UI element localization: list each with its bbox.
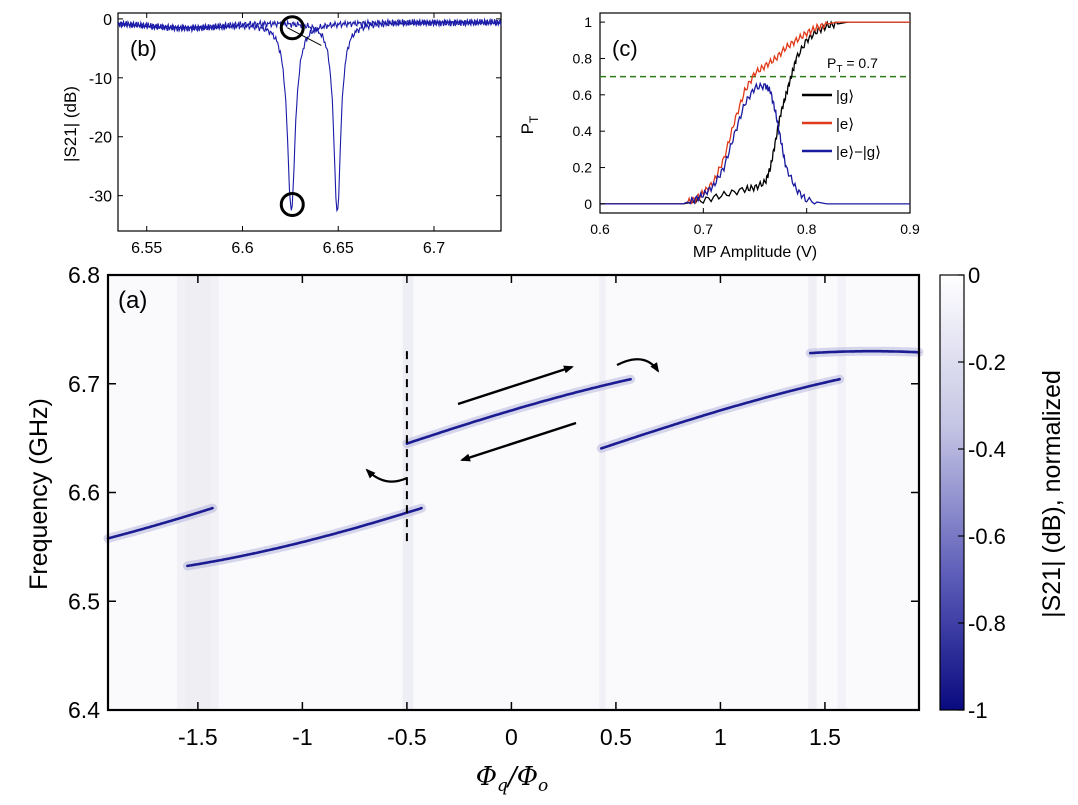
svg-text:PT: PT: [518, 115, 541, 134]
panel-c-ytick-label: 0: [584, 196, 592, 212]
panel-b-xtick-label: 6.6: [231, 240, 253, 257]
panel-c-xtick-label: 0.8: [797, 221, 817, 237]
panel-b-xtick-label: 6.7: [423, 240, 445, 257]
heatmap-band: [402, 275, 414, 710]
panel-c-ytick-label: 0.6: [573, 87, 593, 103]
panel-b-trace-dip-2: [117, 17, 502, 213]
panel-a-xtick-label: 0.5: [600, 724, 632, 750]
panel-b-ytick-label: -30: [89, 189, 112, 206]
panel-c-legend: |g⟩ |e⟩ |e⟩−|g⟩: [802, 88, 881, 161]
panel-c-ytick-label: 1: [584, 14, 592, 30]
panel-a-bands: [176, 275, 846, 710]
colorbar: [939, 274, 965, 711]
panel-c-ylabel-main: P: [518, 123, 537, 134]
colorbar-tick-label: -1: [968, 698, 988, 723]
panel-a-ytick-label: 6.5: [68, 588, 100, 614]
curved-arrow-left: [365, 468, 408, 483]
panel-b-xtick-label: 6.65: [323, 240, 354, 257]
colorbar-ticks: 0 -0.2 -0.4 -0.6 -0.8 -1: [958, 263, 1006, 723]
heatmap-band: [176, 275, 219, 710]
panel-a-label: (a): [118, 287, 147, 314]
panel-a-xtick-label: 1: [714, 724, 727, 750]
panel-b-label: (b): [130, 36, 157, 61]
panel-b-xtick-label: 6.55: [131, 240, 162, 257]
panel-c-ytick-label: 0.8: [573, 50, 593, 66]
panel-b-frame: [117, 12, 502, 232]
heatmap-band: [599, 275, 606, 710]
panel-c-threshold-rest: = 0.7: [842, 55, 878, 71]
colorbar-label: |S21| (dB), normalized: [1038, 370, 1066, 618]
colorbar-tick-label: -0.4: [968, 437, 1006, 462]
arrow-up-sweep: [457, 365, 574, 406]
panel-a-curves: [103, 346, 924, 571]
panel-c-xtick-label: 0.9: [900, 221, 920, 237]
panel-c-ytick-label: 0.2: [573, 160, 593, 176]
resonance-branch-0: [106, 506, 214, 540]
panel-b-ytick-label: -10: [89, 71, 112, 88]
panel-a-xtick-label: -1.5: [178, 724, 218, 750]
colorbar-tick-label: -0.2: [968, 350, 1006, 375]
panel-b-leader-line: [287, 27, 322, 46]
panel-a-xlabel-sub1: q: [497, 776, 508, 796]
legend-label: |e⟩−|g⟩: [836, 144, 881, 161]
panel-a-xtick-label: 1.5: [809, 724, 841, 750]
panel-a-xlabel-sep: /Φ: [505, 762, 538, 792]
panel-c-ylabel: PT: [518, 115, 541, 134]
panel-c-xlabel: MP Amplitude (V): [693, 244, 817, 261]
panel-b: 6.55 6.6 6.65 6.7 0 -10 -20 -30 (b) |S21| (dB): [61, 12, 502, 257]
panel-b-marker-circle: [279, 191, 305, 217]
panel-b-ytick-label: 0: [103, 12, 112, 29]
panel-c-threshold-sub: T: [836, 64, 842, 75]
panel-a-ticks: -1.5 -1 -0.5 0 0.5 1 1.5 6.4 6.5 6.6 6.7 6.8: [68, 262, 919, 750]
panel-b-ytick-label: -20: [89, 130, 112, 147]
panel-c: 0.6 0.7 0.8 0.9 0 0.2 0.4 0.6 0.8 1 (c) MP Amplit…: [518, 12, 920, 261]
resonance-branch-2: [405, 377, 632, 445]
panel-a-xlabel-main: Φ: [476, 762, 497, 792]
panel-a-ytick-label: 6.7: [68, 371, 100, 397]
panel-a-xtick-label: -1: [292, 724, 312, 750]
panel-c-threshold-main: P: [827, 55, 836, 71]
panel-a-xtick-label: -0.5: [387, 724, 427, 750]
colorbar-tick-label: -0.6: [968, 524, 1006, 549]
resonance-branch-1: [186, 506, 423, 568]
panel-c-ticks: 0.6 0.7 0.8 0.9 0 0.2 0.4 0.6 0.8 1: [573, 14, 920, 237]
panel-c-traces: [600, 20, 910, 205]
panel-b-traces: [117, 17, 502, 213]
curved-arrow-right: [616, 358, 660, 373]
panel-c-xtick-label: 0.7: [694, 221, 714, 237]
panel-c-frame: [599, 12, 911, 214]
panel-b-marker-circle: [279, 15, 305, 41]
panel-b-annotations: [279, 15, 322, 217]
legend-label: |g⟩: [836, 88, 854, 105]
resonance-branch-4: [808, 349, 921, 355]
panel-c-ylabel-sub: T: [527, 115, 541, 123]
colorbar-tick-label: 0: [968, 263, 980, 288]
panel-a-xlabel-sub2: o: [538, 776, 548, 796]
resonance-branch-3: [599, 377, 841, 450]
panel-c-threshold-label: PT = 0.7: [827, 55, 878, 75]
panel-a-ytick-label: 6.6: [68, 480, 100, 506]
panel-a-ytick-label: 6.4: [68, 697, 100, 723]
panel-a-ytick-label: 6.8: [68, 262, 100, 288]
panel-c-trace-2: [600, 81, 910, 205]
panel-c-ytick-label: 0.4: [573, 123, 593, 139]
legend-label: |e⟩: [836, 116, 854, 133]
panel-b-ticks: 6.55 6.6 6.65 6.7 0 -10 -20 -30: [89, 12, 501, 257]
panel-a-background: [108, 275, 919, 710]
panel-a-ylabel: Frequency (GHz): [25, 398, 53, 590]
panel-c-label: (c): [612, 36, 638, 61]
colorbar-tick-label: -0.8: [968, 611, 1006, 636]
heatmap-band: [837, 275, 846, 710]
panel-c-xtick-label: 0.6: [590, 221, 610, 237]
arrow-down-sweep: [460, 421, 577, 462]
panel-b-ylabel: |S21| (dB): [61, 86, 80, 162]
panel-a-xtick-label: 0: [505, 724, 518, 750]
panel-a: -1.5 -1 -0.5 0 0.5 1 1.5 6.4 6.5 6.6 6.7 6.8 (a) Fr…: [25, 262, 1066, 796]
panel-a-xlabel: Φq/Φo: [476, 762, 549, 796]
heatmap-band: [808, 275, 817, 710]
